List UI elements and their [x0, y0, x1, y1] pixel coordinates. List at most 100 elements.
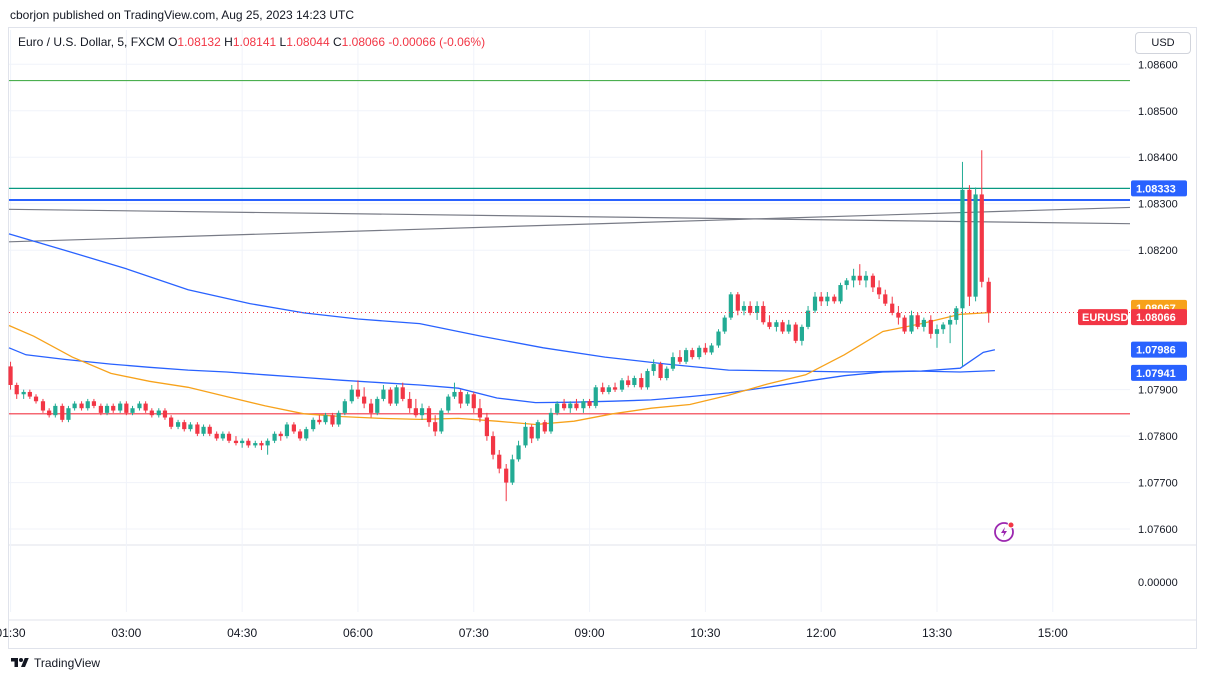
candle-body — [85, 401, 90, 409]
candle-body — [786, 324, 791, 332]
trend-line — [8, 206, 1131, 243]
candle-body — [124, 403, 129, 413]
candles — [8, 150, 991, 502]
candle-body — [909, 315, 914, 332]
candle-body — [510, 459, 515, 483]
candle-body — [323, 415, 328, 423]
candle-body — [561, 403, 567, 409]
y-tick-label: 1.07600 — [1138, 524, 1178, 536]
y-tick-label: 1.07800 — [1138, 431, 1178, 443]
candle-body — [246, 440, 251, 446]
candle-body — [928, 319, 933, 334]
candle-body — [458, 391, 463, 404]
candle-body — [793, 324, 798, 341]
price-tag-label: 1.08066 — [1136, 312, 1176, 324]
candle-body — [265, 440, 270, 446]
candle-body — [587, 401, 592, 406]
candle-body — [677, 357, 683, 362]
y-tick-label: 1.08600 — [1138, 59, 1178, 71]
candle-body — [201, 426, 206, 434]
candle-body — [915, 315, 920, 327]
candle-body — [471, 394, 476, 409]
candle-body — [626, 380, 631, 385]
candle-body — [465, 394, 470, 404]
candle-body — [149, 410, 154, 416]
x-tick-label: 04:30 — [227, 626, 257, 640]
candle-body — [175, 422, 181, 427]
candle-body — [934, 329, 940, 334]
candle-body — [728, 294, 733, 318]
candle-body — [484, 417, 489, 437]
chart-frame — [8, 27, 1197, 649]
candle-body — [33, 396, 39, 402]
brand-label: TradingView — [34, 656, 101, 670]
tradingview-logo-icon — [11, 658, 29, 667]
candle-body — [735, 294, 740, 311]
candle-body — [774, 322, 779, 327]
candle-body — [336, 412, 341, 425]
candle-body — [195, 424, 200, 434]
candle-body — [330, 415, 335, 425]
price-tag-label: 1.08333 — [1136, 183, 1176, 195]
price-tag — [1131, 341, 1187, 358]
candle-body — [876, 287, 882, 295]
candle-body — [761, 305, 766, 323]
candle-body — [394, 387, 399, 404]
candle-body — [863, 275, 869, 281]
flash-icon[interactable] — [994, 521, 1015, 542]
candle-body — [130, 408, 135, 413]
candle-body — [419, 408, 425, 416]
price-axis: 1.08600 1.08500 1.08400 1.08300 1.08200 1.079… — [1138, 59, 1178, 589]
symbol-tag — [1078, 309, 1128, 326]
y-tick-label: 1.08500 — [1138, 106, 1178, 118]
chart-legend: Euro / U.S. Dollar, 5, FXCM O1.08132 H1.… — [18, 35, 485, 49]
moving-average-blue-slow — [8, 233, 995, 373]
candle-body — [104, 405, 110, 413]
moving-average-orange — [8, 311, 992, 426]
candle-body — [311, 419, 316, 430]
candle-body — [844, 280, 849, 286]
candle-body — [780, 322, 785, 332]
candle-body — [118, 403, 123, 411]
candle-body — [967, 189, 972, 297]
candle-body — [639, 378, 644, 388]
candle-body — [670, 357, 676, 369]
candle-body — [349, 389, 354, 402]
candle-body — [651, 364, 656, 372]
price-tag-label: 1.07941 — [1136, 368, 1176, 380]
candle-body — [819, 296, 824, 302]
candle-body — [542, 422, 547, 432]
change-value: -0.00066 (-0.06%) — [388, 35, 486, 49]
candle-body — [40, 401, 46, 411]
candle-body — [716, 331, 721, 346]
candle-body — [207, 426, 212, 434]
currency-button[interactable]: USD — [1135, 32, 1191, 54]
candle-body — [606, 387, 611, 392]
candle-body — [941, 324, 946, 330]
candle-body — [516, 445, 521, 460]
moving-averages — [8, 233, 996, 426]
candle-body — [284, 424, 290, 437]
candle-body — [973, 194, 978, 297]
candle-body — [497, 454, 502, 469]
candle-body — [896, 312, 901, 318]
candle-body — [368, 403, 374, 413]
candle-body — [272, 433, 277, 441]
candle-body — [156, 410, 161, 416]
price-tag — [1131, 309, 1187, 326]
open-value: 1.08132 — [177, 35, 221, 49]
candle-body — [767, 322, 772, 327]
candle-body — [979, 194, 984, 282]
candle-body — [388, 389, 393, 404]
moving-average-blue-fast — [8, 347, 996, 404]
grid — [8, 30, 1197, 612]
candle-body — [220, 433, 225, 439]
candle-body — [555, 403, 560, 413]
candle-body — [548, 412, 554, 432]
price-tag — [1131, 364, 1187, 381]
candle-body — [446, 396, 451, 411]
y-tick-label: 1.08200 — [1138, 245, 1178, 257]
candle-body — [632, 378, 637, 385]
candle-body — [755, 305, 760, 313]
